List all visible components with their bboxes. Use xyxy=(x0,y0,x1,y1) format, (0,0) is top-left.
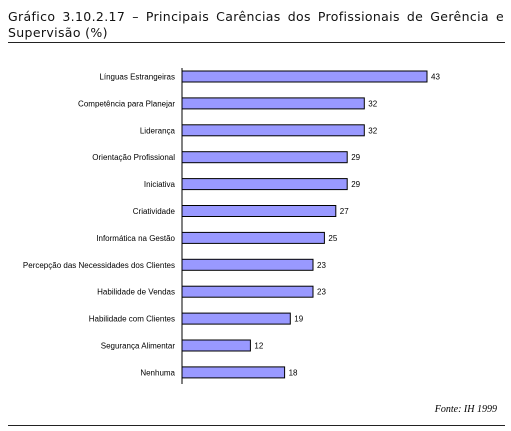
bar xyxy=(181,70,428,83)
category-label: Línguas Estrangeiras xyxy=(99,73,175,82)
category-label: Habilidade com Clientes xyxy=(89,315,175,324)
category-label: Iniciativa xyxy=(144,180,176,189)
bar xyxy=(181,124,365,137)
category-label: Orientação Profissional xyxy=(92,153,175,162)
category-label: Criatividade xyxy=(133,207,176,216)
bar xyxy=(181,178,348,191)
data-label: 43 xyxy=(431,73,440,82)
data-label: 29 xyxy=(351,180,360,189)
category-label: Segurança Alimentar xyxy=(101,342,176,351)
data-label: 18 xyxy=(289,368,298,377)
bar xyxy=(181,151,348,164)
category-label: Habilidade de Vendas xyxy=(97,288,175,297)
bar xyxy=(181,285,314,298)
category-label: Nenhuma xyxy=(140,368,175,377)
data-label: 32 xyxy=(368,126,377,135)
chart-title: Gráfico 3.10.2.17 – Principais Carências… xyxy=(8,9,504,40)
bar xyxy=(181,97,365,110)
bottom-rule xyxy=(8,425,505,426)
bar xyxy=(181,366,286,379)
bar xyxy=(181,205,337,217)
bar xyxy=(181,312,291,325)
bar xyxy=(181,258,314,271)
data-label: 23 xyxy=(317,261,326,270)
bar xyxy=(181,231,325,244)
source-note: Fonte: IH 1999 xyxy=(434,404,497,415)
data-label: 25 xyxy=(328,234,337,243)
data-label: 19 xyxy=(294,315,303,324)
data-label: 27 xyxy=(340,207,349,216)
category-label: Competência para Planejar xyxy=(78,99,175,108)
category-label: Liderança xyxy=(140,126,176,135)
category-label: Informática na Gestão xyxy=(96,234,175,243)
data-label: 12 xyxy=(254,342,263,351)
data-label: 32 xyxy=(368,99,377,108)
data-label: 29 xyxy=(351,153,360,162)
data-label: 23 xyxy=(317,288,326,297)
top-rule xyxy=(8,42,505,43)
category-label: Percepção das Necessidades dos Clientes xyxy=(23,261,175,270)
bar xyxy=(181,339,251,352)
